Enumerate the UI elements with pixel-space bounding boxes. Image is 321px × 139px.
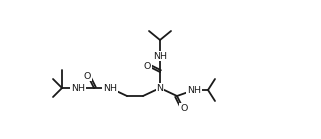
Text: NH: NH — [71, 84, 85, 92]
Text: O: O — [180, 104, 188, 112]
Text: NH: NH — [103, 84, 117, 92]
Text: NH: NH — [187, 85, 201, 95]
Text: NH: NH — [153, 52, 167, 60]
Text: O: O — [83, 71, 91, 80]
Text: O: O — [143, 61, 151, 70]
Text: N: N — [157, 84, 163, 92]
